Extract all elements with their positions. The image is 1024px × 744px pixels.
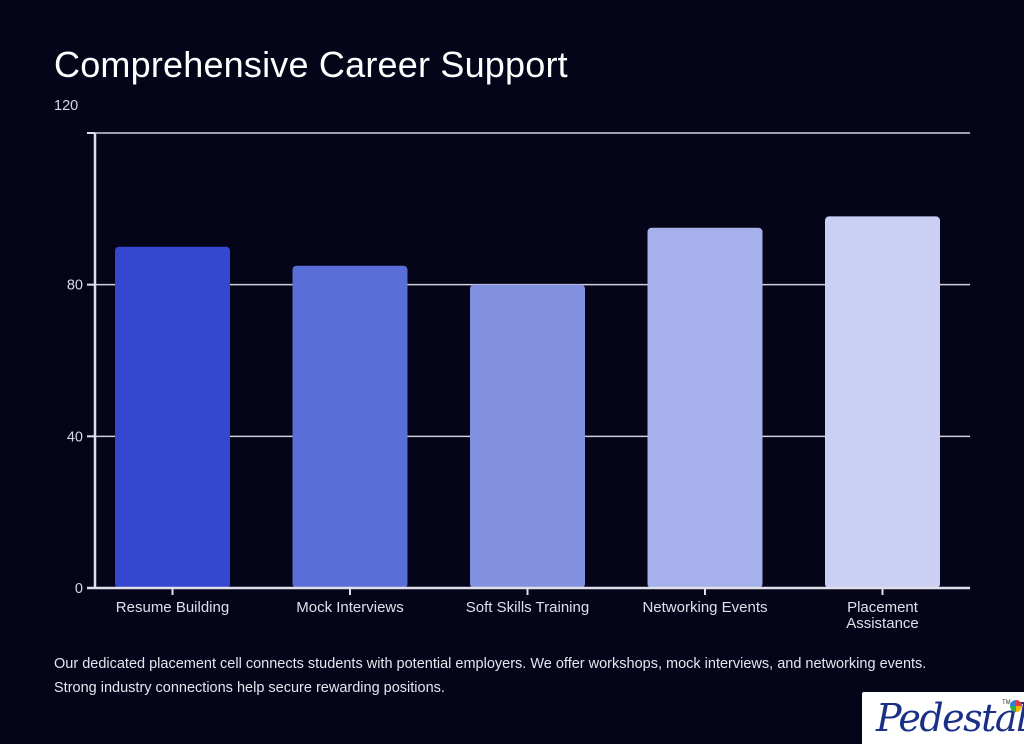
logo-trademark: TM bbox=[1002, 700, 1011, 706]
y-tick-label: 40 bbox=[67, 429, 83, 445]
logo-wordmark: Pedestal bbox=[876, 696, 1024, 740]
bar-chart: 0 40 80 120 Resume Building Mock Interviews So… bbox=[54, 98, 970, 632]
x-tick-label: Placement bbox=[847, 599, 919, 616]
y-tick-label: 0 bbox=[75, 581, 83, 597]
bar bbox=[470, 284, 585, 588]
bar bbox=[825, 216, 940, 588]
bar bbox=[647, 227, 763, 588]
x-tick-label: Resume Building bbox=[116, 599, 229, 616]
x-tick-label: Soft Skills Training bbox=[466, 599, 589, 616]
y-tick-label: 120 bbox=[54, 98, 78, 114]
chart-description: Our dedicated placement cell connects st… bbox=[54, 656, 927, 696]
x-tick-label: Networking Events bbox=[642, 599, 767, 616]
chart-title: Comprehensive Career Support bbox=[54, 44, 568, 85]
x-tick-label: Assistance bbox=[846, 615, 919, 632]
y-tick-label: 80 bbox=[67, 278, 83, 294]
x-tick-label: Mock Interviews bbox=[296, 599, 404, 616]
logo-color-dot-icon bbox=[1010, 700, 1022, 712]
bar bbox=[115, 246, 230, 588]
pedestal-logo: Pedestal TM bbox=[862, 692, 1024, 744]
bar bbox=[292, 265, 408, 588]
